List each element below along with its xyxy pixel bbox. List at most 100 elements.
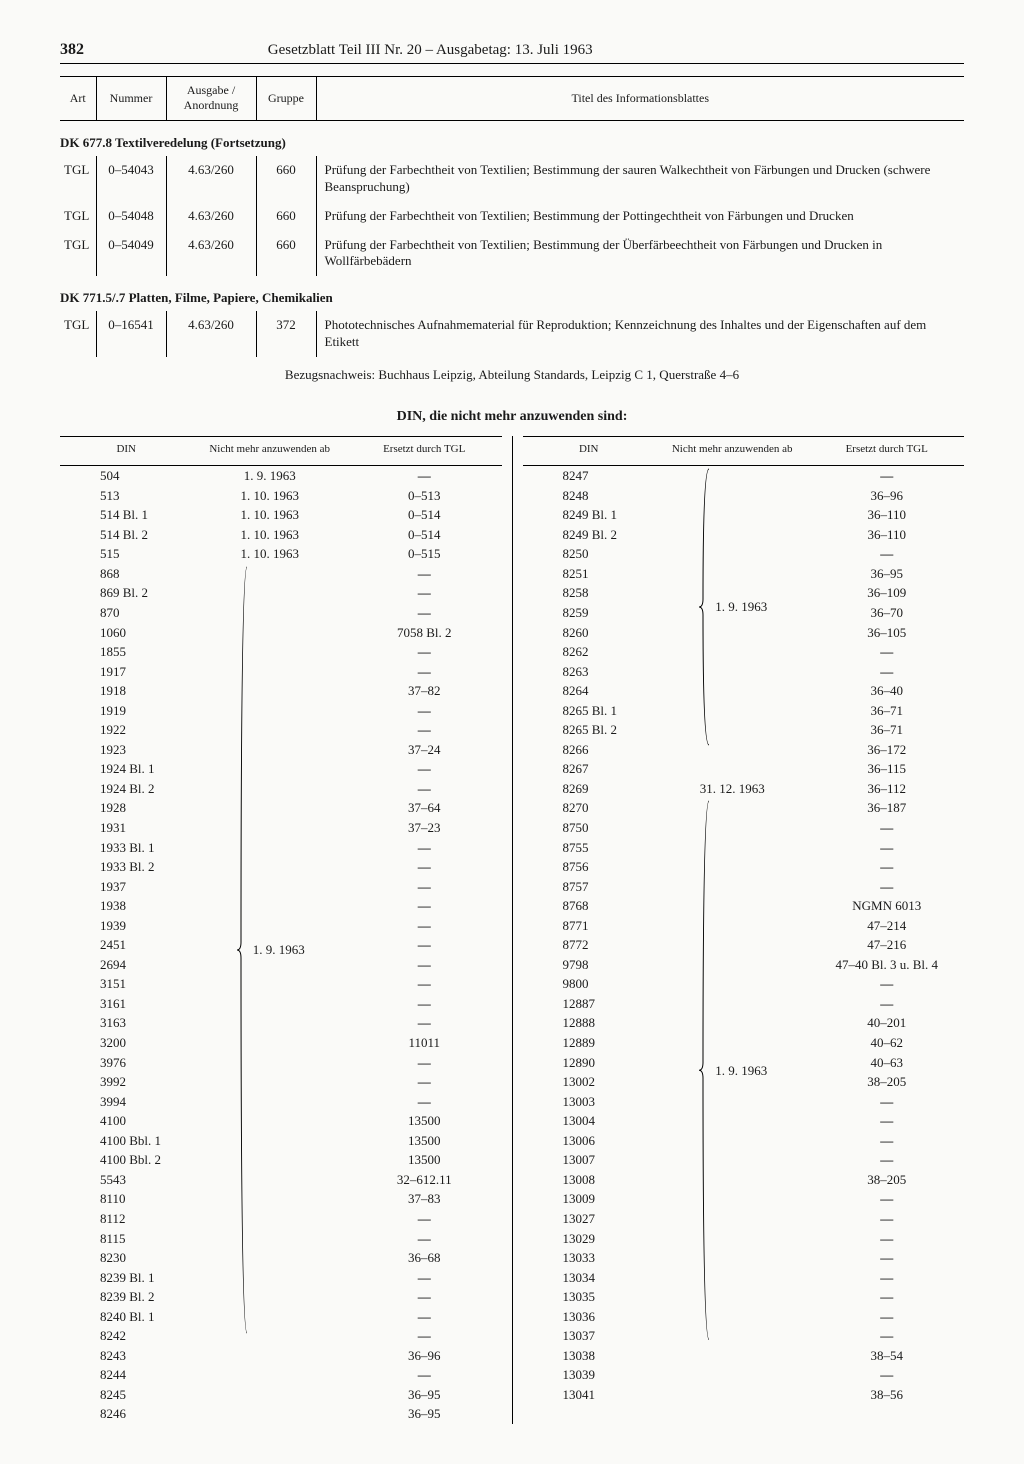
cell-nummer: 0–54048 [96,202,166,231]
cell-repl: — [347,642,502,662]
cell-repl: — [809,994,964,1014]
cell-repl: 36–109 [809,583,964,603]
table-row: TGL0–540484.63/260660Prüfung der Farbech… [60,202,964,231]
cell-din: 8248 [523,486,655,506]
table-row: 514 Bl. 21. 10. 19630–514 [60,525,502,545]
table-row: 826931. 12. 196336–112 [523,779,965,799]
table-row: 82701. 9. 196336–187 [523,798,965,818]
header-title: Gesetzblatt Teil III Nr. 20 – Ausgabetag… [268,42,593,58]
cell-din: 1928 [60,798,192,818]
cell-repl: — [347,662,502,682]
cell-din: 8112 [60,1209,192,1229]
cell-repl: 36–95 [347,1385,502,1405]
cell-repl: 36–96 [347,1346,502,1366]
cell-repl: — [347,1307,502,1327]
cell-repl: 38–54 [809,1346,964,1366]
cell-repl: — [809,1248,964,1268]
cell-ausgabe: 4.63/260 [166,156,256,202]
cell-repl: — [347,838,502,858]
cell-din: 870 [60,603,192,623]
cell-din: 8258 [523,583,655,603]
cell-repl: — [347,759,502,779]
cell-repl: 36–71 [809,701,964,721]
cell-din: 1938 [60,896,192,916]
cell-repl: — [809,1111,964,1131]
cell-din: 8239 Bl. 1 [60,1268,192,1288]
cell-din: 8262 [523,642,655,662]
cell-repl: — [809,1092,964,1112]
table-row: 514 Bl. 11. 10. 19630–514 [60,505,502,525]
cell-titel: Phototechnisches Aufnahmematerial für Re… [316,311,964,357]
table-row: 5131. 10. 19630–513 [60,486,502,506]
cell-gruppe: 660 [256,231,316,277]
cell-repl: — [347,466,502,486]
cell-din: 8246 [60,1404,192,1424]
cell-din: 13029 [523,1229,655,1249]
cell-din: 8244 [60,1365,192,1385]
col-ausgabe: Ausgabe / Anordnung [166,76,256,120]
din-table-left: DIN Nicht mehr anzuwenden ab Ersetzt dur… [60,436,502,1424]
din-col-repl: Ersetzt durch TGL [809,437,964,466]
cell-din: 8251 [523,564,655,584]
cell-din: 1924 Bl. 2 [60,779,192,799]
cell-din: 513 [60,486,192,506]
cell-din: 12888 [523,1013,655,1033]
cell-repl: — [347,994,502,1014]
cell-repl: 36–105 [809,623,964,643]
cell-din: 8756 [523,857,655,877]
cell-din: 8266 [523,740,655,760]
cell-din: 868 [60,564,192,584]
cell-date: 1. 10. 1963 [192,525,347,545]
cell-repl: 40–62 [809,1033,964,1053]
cell-din: 5543 [60,1170,192,1190]
cell-titel: Prüfung der Farbechtheit von Textilien; … [316,202,964,231]
cell-repl: 0–515 [347,544,502,564]
cell-repl: — [347,720,502,740]
cell-date: 1. 10. 1963 [192,486,347,506]
din-col-date: Nicht mehr anzuwenden ab [192,437,347,466]
cell-date: 31. 12. 1963 [655,779,810,799]
cell-din: 514 Bl. 1 [60,505,192,525]
cell-din: 869 Bl. 2 [60,583,192,603]
table-row: TGL0–165414.63/260372Phototechnisches Au… [60,311,964,357]
cell-din: 8772 [523,935,655,955]
cell-din: 3151 [60,974,192,994]
section1-heading: DK 677.8 Textilveredelung (Fortsetzung) [60,135,964,152]
cell-repl: 32–612.11 [347,1170,502,1190]
cell-din: 8771 [523,916,655,936]
cell-repl: — [347,877,502,897]
cell-art: TGL [60,311,96,357]
cell-ausgabe: 4.63/260 [166,311,256,357]
cell-din: 1933 Bl. 1 [60,838,192,858]
cell-repl: — [347,974,502,994]
cell-din: 12890 [523,1053,655,1073]
cell-repl: — [809,1150,964,1170]
cell-din: 8259 [523,603,655,623]
cell-repl: — [809,838,964,858]
cell-din: 8249 Bl. 1 [523,505,655,525]
cell-repl: — [347,1326,502,1346]
brace-date: 1. 9. 1963 [253,941,305,959]
cell-repl: — [347,1013,502,1033]
cell-din: 8115 [60,1229,192,1249]
section2-heading: DK 771.5/.7 Platten, Filme, Papiere, Che… [60,290,964,307]
cell-repl: — [809,1209,964,1229]
cell-din: 8264 [523,681,655,701]
din-col-din: DIN [523,437,655,466]
cell-din: 13004 [523,1111,655,1131]
cell-repl: 37–23 [347,818,502,838]
cell-repl: 36–71 [809,720,964,740]
brace-date-cell: 1. 9. 1963 [192,564,347,1424]
table-row: TGL0–540494.63/260660Prüfung der Farbech… [60,231,964,277]
cell-repl: — [347,1209,502,1229]
page-number: 382 [60,40,84,61]
cell-repl: 47–216 [809,935,964,955]
cell-din: 4100 [60,1111,192,1131]
cell-nummer: 0–54043 [96,156,166,202]
cell-titel: Prüfung der Farbechtheit von Textilien; … [316,156,964,202]
cell-nummer: 0–54049 [96,231,166,277]
cell-din: 8260 [523,623,655,643]
cell-repl: — [809,1229,964,1249]
cell-din: 13037 [523,1326,655,1346]
cell-din: 8768 [523,896,655,916]
